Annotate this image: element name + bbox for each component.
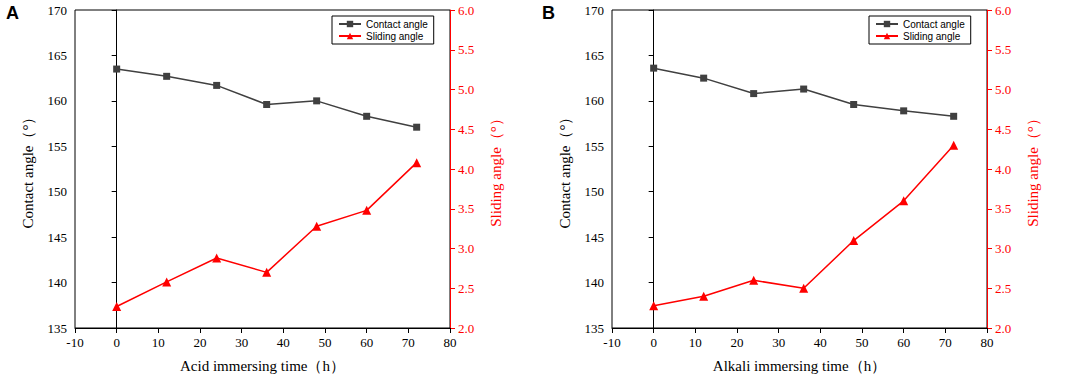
svg-text:50: 50 [856, 335, 869, 350]
svg-text:170: 170 [48, 3, 68, 18]
svg-text:Sliding angle: Sliding angle [366, 31, 424, 42]
svg-text:Acid immersing time（h）: Acid immersing time（h） [180, 358, 345, 374]
svg-text:Contact angle: Contact angle [366, 19, 428, 30]
svg-text:Sliding angle（°）: Sliding angle（°） [1025, 111, 1041, 227]
svg-text:170: 170 [585, 3, 605, 18]
svg-text:-10: -10 [66, 335, 83, 350]
svg-text:70: 70 [402, 335, 415, 350]
svg-text:4.5: 4.5 [995, 122, 1011, 137]
svg-text:60: 60 [360, 335, 373, 350]
svg-text:Alkali immersing time（h）: Alkali immersing time（h） [713, 358, 886, 374]
svg-text:10: 10 [689, 335, 702, 350]
svg-text:70: 70 [939, 335, 952, 350]
svg-text:40: 40 [814, 335, 827, 350]
svg-text:165: 165 [585, 48, 605, 63]
svg-text:155: 155 [48, 139, 68, 154]
svg-text:5.0: 5.0 [995, 82, 1011, 97]
svg-text:40: 40 [277, 335, 290, 350]
svg-text:3.5: 3.5 [458, 201, 474, 216]
svg-text:10: 10 [152, 335, 165, 350]
svg-text:5.5: 5.5 [995, 42, 1011, 57]
svg-text:145: 145 [48, 230, 68, 245]
svg-text:2.0: 2.0 [458, 321, 474, 336]
svg-text:3.5: 3.5 [995, 201, 1011, 216]
svg-text:80: 80 [444, 335, 457, 350]
svg-text:2.0: 2.0 [995, 321, 1011, 336]
svg-text:5.0: 5.0 [458, 82, 474, 97]
svg-text:150: 150 [585, 184, 605, 199]
svg-text:Contact angle（°）: Contact angle（°） [20, 110, 36, 229]
svg-text:60: 60 [897, 335, 910, 350]
svg-text:2.5: 2.5 [458, 281, 474, 296]
svg-text:30: 30 [772, 335, 785, 350]
svg-text:50: 50 [319, 335, 332, 350]
svg-text:Contact angle（°）: Contact angle（°） [557, 110, 573, 229]
svg-text:-10: -10 [603, 335, 620, 350]
svg-text:3.0: 3.0 [458, 241, 474, 256]
svg-text:20: 20 [731, 335, 744, 350]
svg-text:Contact angle: Contact angle [903, 19, 965, 30]
svg-text:155: 155 [585, 139, 605, 154]
svg-text:2.5: 2.5 [995, 281, 1011, 296]
svg-text:4.5: 4.5 [458, 122, 474, 137]
svg-text:20: 20 [194, 335, 207, 350]
svg-text:135: 135 [585, 321, 605, 336]
svg-text:0: 0 [113, 335, 120, 350]
svg-text:Sliding angle: Sliding angle [903, 31, 961, 42]
svg-text:A: A [6, 3, 19, 23]
svg-text:B: B [542, 3, 555, 23]
svg-text:145: 145 [585, 230, 605, 245]
svg-text:150: 150 [48, 184, 68, 199]
svg-text:6.0: 6.0 [995, 3, 1011, 18]
svg-text:30: 30 [235, 335, 248, 350]
svg-text:160: 160 [585, 93, 605, 108]
svg-text:140: 140 [48, 275, 68, 290]
svg-text:3.0: 3.0 [995, 241, 1011, 256]
svg-text:0: 0 [650, 335, 657, 350]
svg-text:4.0: 4.0 [458, 162, 474, 177]
svg-text:6.0: 6.0 [458, 3, 474, 18]
svg-text:140: 140 [585, 275, 605, 290]
svg-text:135: 135 [48, 321, 68, 336]
svg-text:5.5: 5.5 [458, 42, 474, 57]
svg-text:Sliding angle（°）: Sliding angle（°） [488, 111, 504, 227]
svg-text:80: 80 [981, 335, 994, 350]
svg-text:4.0: 4.0 [995, 162, 1011, 177]
svg-text:160: 160 [48, 93, 68, 108]
svg-text:165: 165 [48, 48, 68, 63]
